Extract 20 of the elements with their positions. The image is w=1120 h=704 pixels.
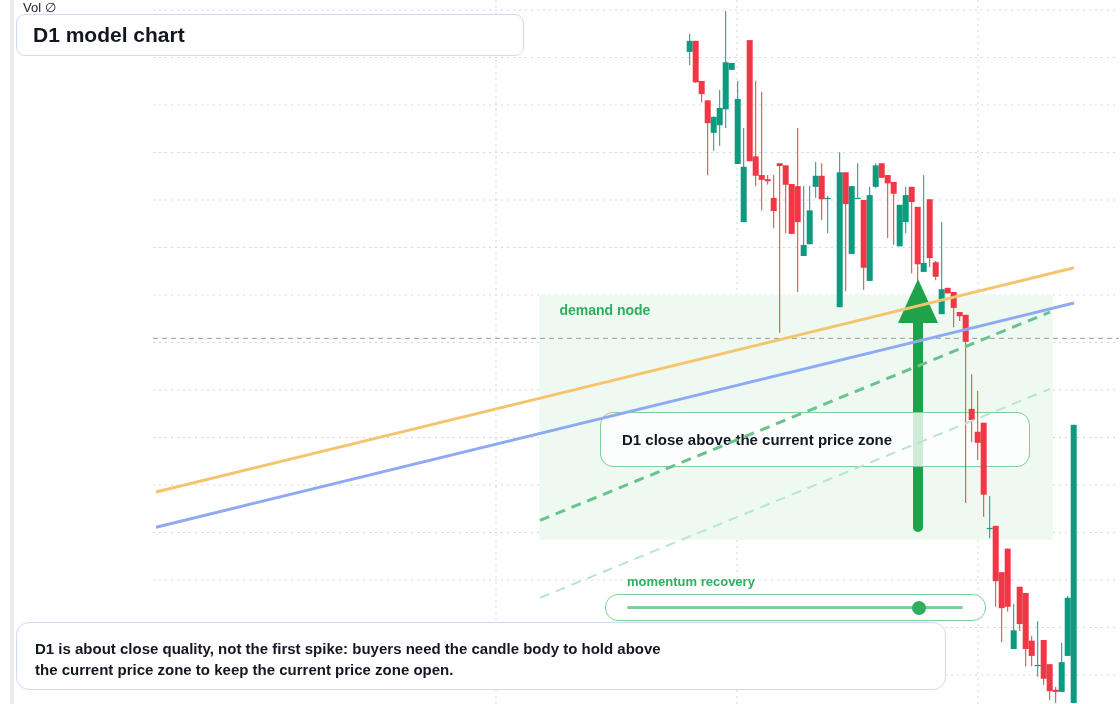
text-box: D1 close above the current price zone — [600, 412, 1030, 467]
candlestick — [968, 373, 975, 443]
title-box: D1 model chart — [16, 14, 524, 56]
annotation: D1 close above the current price zone — [622, 431, 893, 448]
annotation: D1 is about close quality, not the first spike: buyers need the candle body to hold above the current price zone to keep the current price zone open. — [35, 639, 662, 680]
candlestick — [770, 174, 777, 229]
candlestick — [818, 162, 825, 221]
candlestick — [686, 33, 693, 66]
candlestick — [932, 260, 939, 281]
text-box: D1 is about close quality, not the first spike: buyers need the candle body to hold above the current price zone to keep the current price zone open. — [16, 622, 946, 690]
candlestick — [872, 162, 879, 189]
candlestick — [920, 174, 927, 273]
candlestick — [704, 99, 711, 176]
candlestick — [812, 161, 819, 199]
candlestick — [908, 186, 915, 274]
candlestick — [800, 185, 807, 257]
annotation: momentum recovery — [627, 574, 755, 589]
band-label: demand node — [559, 301, 651, 318]
candlestick — [1010, 603, 1017, 650]
text: Vol ∅ — [23, 0, 56, 15]
